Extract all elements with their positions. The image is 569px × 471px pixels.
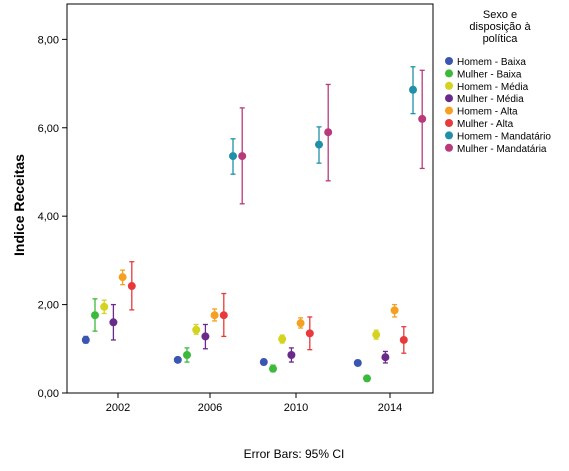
legend-marker xyxy=(445,57,453,65)
y-tick-label: 0,00 xyxy=(38,388,59,400)
legend-label: Mulher - Baixa xyxy=(457,69,522,80)
data-point xyxy=(296,319,305,328)
data-point xyxy=(238,152,247,161)
legend-marker xyxy=(445,143,453,152)
legend-marker xyxy=(445,69,453,78)
data-point xyxy=(210,311,219,320)
legend-label: Mulher - Alta xyxy=(457,119,514,130)
x-tick-label: 2014 xyxy=(378,402,402,414)
axes: 0,00 2,00 4,00 6,00 8,00 2002 2006 2010 2014 xyxy=(38,34,403,414)
data-point xyxy=(91,311,99,320)
data-point xyxy=(399,335,408,344)
data-point xyxy=(315,140,323,149)
y-tick-label: 4,00 xyxy=(38,211,59,223)
data-point xyxy=(173,355,182,364)
data-point xyxy=(201,332,210,341)
data-point xyxy=(192,325,201,334)
plot-area xyxy=(66,3,434,394)
data-point xyxy=(109,318,118,327)
data-point xyxy=(409,85,417,94)
data-point xyxy=(418,114,427,123)
data-point xyxy=(287,350,296,359)
legend-marker xyxy=(445,106,453,115)
legend-title: disposição à xyxy=(469,21,531,33)
y-tick-label: 2,00 xyxy=(38,300,59,312)
legend-title: Sexo e xyxy=(483,9,517,21)
data-point xyxy=(353,358,362,367)
data-point xyxy=(324,128,333,137)
data-point xyxy=(229,152,237,161)
data-point xyxy=(118,273,127,282)
footnote: Error Bars: 95% CI xyxy=(244,447,345,461)
data-point xyxy=(219,311,228,320)
legend-marker xyxy=(445,131,453,140)
x-tick-label: 2002 xyxy=(106,402,130,414)
data-point xyxy=(372,330,381,339)
data-point xyxy=(81,335,90,344)
data-point xyxy=(305,329,314,338)
data-point xyxy=(127,282,136,291)
data-point xyxy=(269,364,277,373)
legend-label: Mulher - Mandatária xyxy=(457,144,547,155)
data-point xyxy=(381,353,390,362)
x-tick-label: 2006 xyxy=(198,402,222,414)
legend-label: Homem - Média xyxy=(457,82,529,93)
legend-label: Homem - Mandatário xyxy=(457,131,551,142)
legend-label: Mulher - Média xyxy=(457,94,524,105)
y-axis-title: Indice Receitas xyxy=(11,154,27,256)
data-point xyxy=(278,335,287,344)
y-tick-label: 6,00 xyxy=(38,123,59,135)
x-tick-label: 2010 xyxy=(284,402,308,414)
legend-label: Homem - Alta xyxy=(457,107,518,118)
data-point xyxy=(183,350,191,359)
plot-frame xyxy=(66,3,434,394)
y-tick-label: 8,00 xyxy=(38,34,59,46)
legend-label: Homem - Baixa xyxy=(457,57,526,68)
legend-title: política xyxy=(483,33,519,45)
data-point xyxy=(390,306,399,315)
data-point xyxy=(259,358,268,367)
data-point xyxy=(100,302,109,311)
legend-marker xyxy=(445,119,453,127)
legend-marker xyxy=(445,94,453,103)
data-marks xyxy=(81,66,427,383)
data-point xyxy=(363,374,371,383)
legend-marker xyxy=(445,81,453,90)
